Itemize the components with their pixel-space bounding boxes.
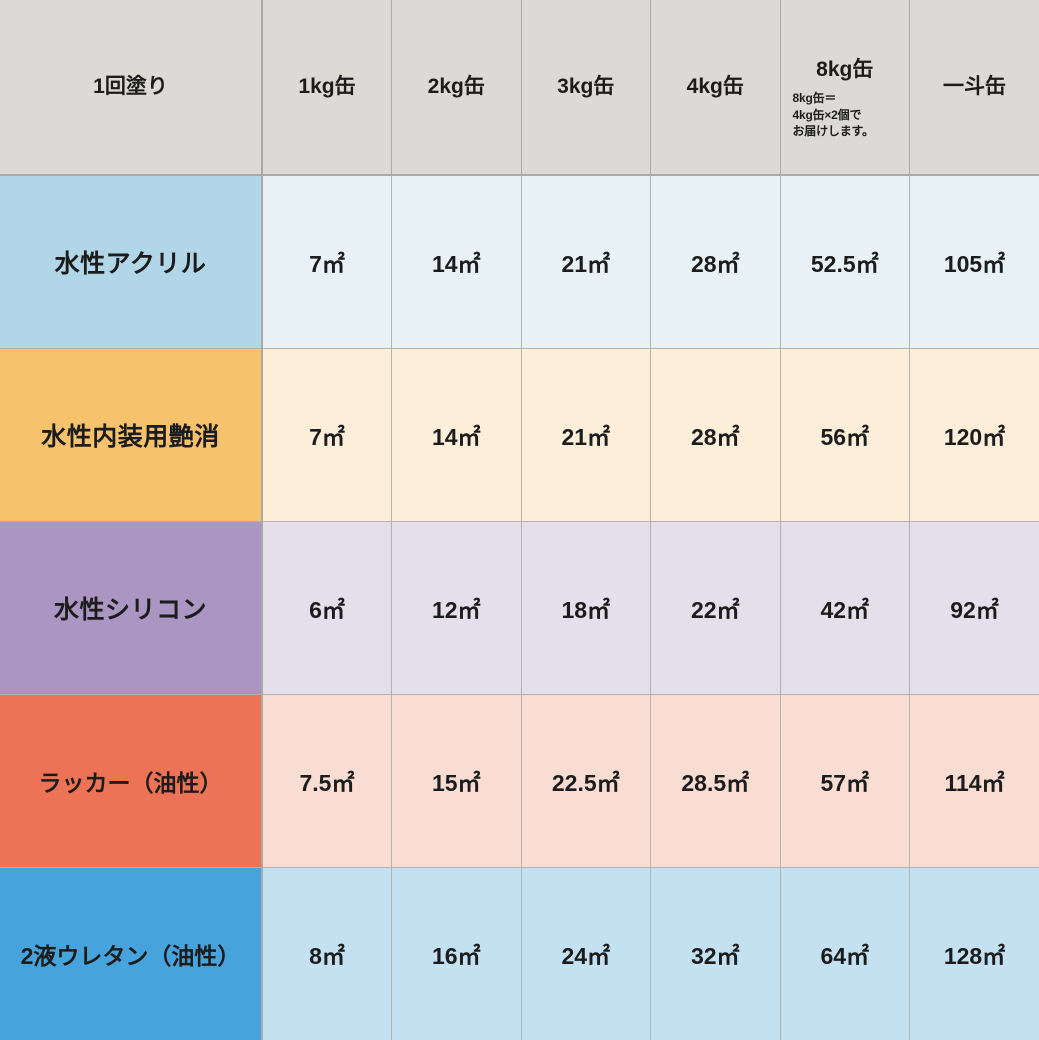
- cell-lacquer-3kg: 22.5㎡: [521, 694, 651, 867]
- row-label-suisei-naisou: 水性内装用艶消: [0, 348, 262, 521]
- cell-lacquer-2kg: 15㎡: [392, 694, 522, 867]
- cell-suisei-acrylic-8kg: 52.5㎡: [780, 175, 910, 348]
- header-row: 1回塗り 1kg缶 2kg缶 3kg缶 4kg缶: [0, 0, 1039, 175]
- header-label-4kg: 4kg缶: [687, 75, 744, 98]
- cell-lacquer-1kg: 7.5㎡: [262, 694, 392, 867]
- cell-lacquer-itto: 114㎡: [910, 694, 1039, 867]
- header-cell-corner: 1回塗り: [0, 0, 262, 175]
- corner-label: 1回塗り: [93, 75, 168, 98]
- header-label-1kg: 1kg缶: [298, 75, 355, 98]
- header-cell-2kg: 2kg缶: [392, 0, 522, 175]
- table-body: 水性アクリル 7㎡ 14㎡ 21㎡ 28㎡ 52.5㎡ 105㎡ 水性内装用艶消…: [0, 175, 1039, 1040]
- cell-urethane-3kg: 24㎡: [521, 867, 651, 1040]
- cell-suisei-silicon-4kg: 22㎡: [651, 521, 781, 694]
- table-row-lacquer: ラッカー（油性） 7.5㎡ 15㎡ 22.5㎡ 28.5㎡ 57㎡ 114㎡: [0, 694, 1039, 867]
- cell-lacquer-4kg: 28.5㎡: [651, 694, 781, 867]
- header-note-8kg: 8kg缶＝ 4kg缶×2個で お届けします。: [787, 90, 904, 140]
- cell-urethane-itto: 128㎡: [910, 867, 1039, 1040]
- cell-suisei-silicon-2kg: 12㎡: [392, 521, 522, 694]
- cell-suisei-silicon-1kg: 6㎡: [262, 521, 392, 694]
- cell-suisei-acrylic-3kg: 21㎡: [521, 175, 651, 348]
- row-label-lacquer: ラッカー（油性）: [0, 694, 262, 867]
- cell-suisei-naisou-8kg: 56㎡: [780, 348, 910, 521]
- table-row-suisei-naisou: 水性内装用艶消 7㎡ 14㎡ 21㎡ 28㎡ 56㎡ 120㎡: [0, 348, 1039, 521]
- cell-urethane-1kg: 8㎡: [262, 867, 392, 1040]
- cell-suisei-silicon-itto: 92㎡: [910, 521, 1039, 694]
- cell-suisei-naisou-1kg: 7㎡: [262, 348, 392, 521]
- cell-suisei-acrylic-itto: 105㎡: [910, 175, 1039, 348]
- cell-suisei-acrylic-2kg: 14㎡: [392, 175, 522, 348]
- cell-urethane-2kg: 16㎡: [392, 867, 522, 1040]
- row-label-suisei-acrylic: 水性アクリル: [0, 175, 262, 348]
- table-row-suisei-silicon: 水性シリコン 6㎡ 12㎡ 18㎡ 22㎡ 42㎡ 92㎡: [0, 521, 1039, 694]
- header-cell-3kg: 3kg缶: [521, 0, 651, 175]
- header-label-2kg: 2kg缶: [428, 75, 485, 98]
- cell-suisei-silicon-3kg: 18㎡: [521, 521, 651, 694]
- cell-suisei-acrylic-4kg: 28㎡: [651, 175, 781, 348]
- header-cell-1kg: 1kg缶: [262, 0, 392, 175]
- header-label-itto: 一斗缶: [943, 75, 1006, 98]
- cell-suisei-naisou-2kg: 14㎡: [392, 348, 522, 521]
- row-label-suisei-silicon: 水性シリコン: [0, 521, 262, 694]
- table-header: 1回塗り 1kg缶 2kg缶 3kg缶 4kg缶: [0, 0, 1039, 175]
- cell-urethane-4kg: 32㎡: [651, 867, 781, 1040]
- cell-lacquer-8kg: 57㎡: [780, 694, 910, 867]
- cell-suisei-silicon-8kg: 42㎡: [780, 521, 910, 694]
- row-label-urethane: 2液ウレタン（油性）: [0, 867, 262, 1040]
- cell-suisei-acrylic-1kg: 7㎡: [262, 175, 392, 348]
- table-row-suisei-acrylic: 水性アクリル 7㎡ 14㎡ 21㎡ 28㎡ 52.5㎡ 105㎡: [0, 175, 1039, 348]
- header-label-3kg: 3kg缶: [557, 75, 614, 98]
- header-cell-itto: 一斗缶: [910, 0, 1039, 175]
- header-label-8kg: 8kg缶: [816, 58, 873, 81]
- table-row-urethane: 2液ウレタン（油性） 8㎡ 16㎡ 24㎡ 32㎡ 64㎡ 128㎡: [0, 867, 1039, 1040]
- header-cell-8kg: 8kg缶 8kg缶＝ 4kg缶×2個で お届けします。: [780, 0, 910, 175]
- header-cell-4kg: 4kg缶: [651, 0, 781, 175]
- cell-suisei-naisou-4kg: 28㎡: [651, 348, 781, 521]
- cell-urethane-8kg: 64㎡: [780, 867, 910, 1040]
- cell-suisei-naisou-3kg: 21㎡: [521, 348, 651, 521]
- cell-suisei-naisou-itto: 120㎡: [910, 348, 1039, 521]
